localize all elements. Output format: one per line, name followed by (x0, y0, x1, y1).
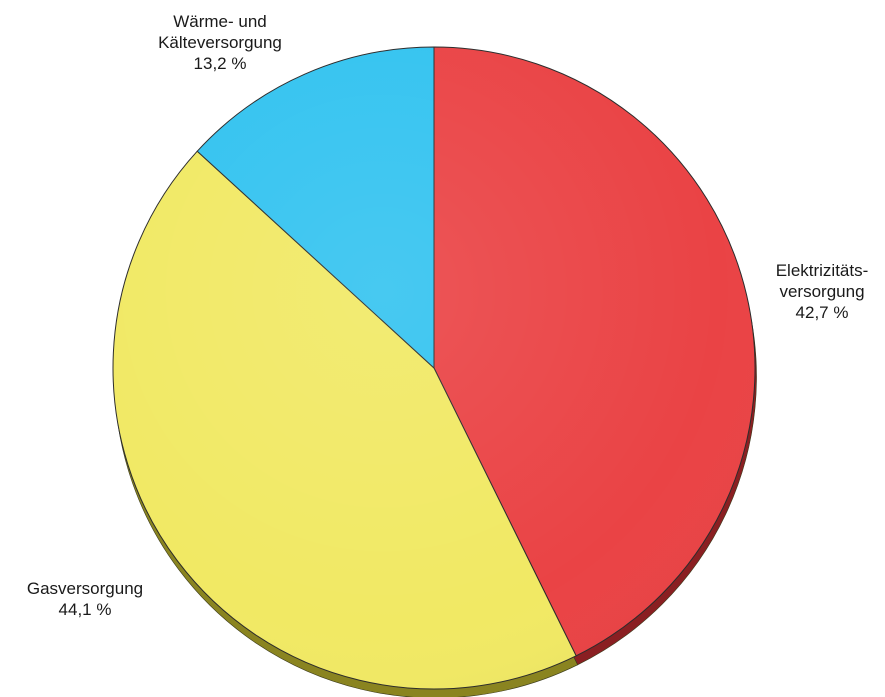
slice-label-gasversorgung: Gasversorgung 44,1 % (27, 579, 143, 619)
slice-value-label: 13,2 % (194, 54, 247, 73)
slice-value-label: 42,7 % (796, 303, 849, 322)
slice-category-label: versorgung (779, 282, 864, 301)
slice-category-label: Wärme- und (173, 12, 267, 31)
slice-category-label: Kälteversorgung (158, 33, 282, 52)
slice-category-label: Elektrizitäts- (776, 261, 869, 280)
slice-value-label: 44,1 % (59, 600, 112, 619)
slice-label-elektrizitaets-versorgung: Elektrizitäts-versorgung 42,7 % (776, 261, 869, 322)
slice-label-waerme-und-kaelteversorgung: Wärme- und Kälteversorgung 13,2 % (158, 12, 282, 73)
slice-category-label: Gasversorgung (27, 579, 143, 598)
